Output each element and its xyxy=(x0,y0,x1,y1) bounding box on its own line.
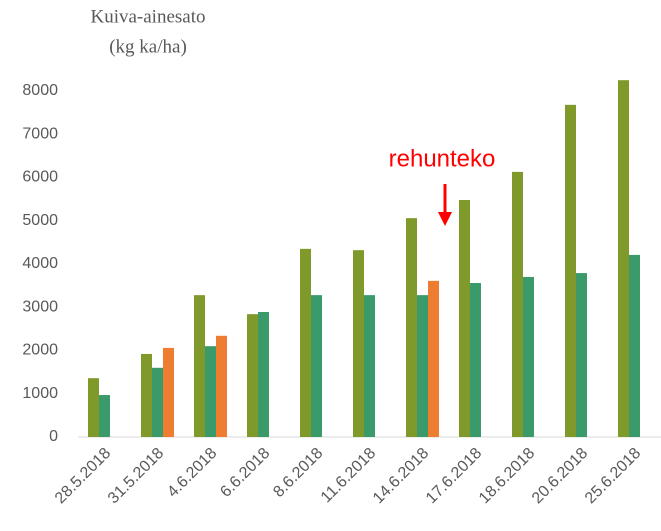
x-tick-label: 14.6.2018 xyxy=(370,445,432,507)
bar xyxy=(99,395,110,437)
y-tick-label: 5000 xyxy=(22,212,58,229)
bar xyxy=(88,378,99,437)
bar xyxy=(300,248,311,437)
bar xyxy=(247,314,258,437)
y-tick-label: 4000 xyxy=(22,255,58,272)
bar xyxy=(523,276,534,437)
annotation-arrowhead xyxy=(438,212,452,226)
x-tick-label: 18.6.2018 xyxy=(476,445,538,507)
x-tick-label: 4.6.2018 xyxy=(164,445,220,501)
bar xyxy=(629,254,640,437)
y-tick-label: 8000 xyxy=(22,82,58,99)
x-tick-label: 31.5.2018 xyxy=(105,445,167,507)
bar xyxy=(576,273,587,437)
y-tick-label: 2000 xyxy=(22,342,58,359)
bar xyxy=(194,295,205,437)
bar xyxy=(565,104,576,437)
bar xyxy=(141,353,152,437)
bar xyxy=(311,295,322,437)
x-tick-label: 6.6.2018 xyxy=(217,445,273,501)
bar xyxy=(216,335,227,437)
bar xyxy=(428,280,439,437)
annotation: rehunteko xyxy=(389,145,496,172)
y-tick-label: 1000 xyxy=(22,385,58,402)
x-tick-label: 28.5.2018 xyxy=(52,445,114,507)
x-tick-label: 11.6.2018 xyxy=(318,445,380,507)
y-axis-title: (kg ka/ha) xyxy=(109,36,187,57)
bar xyxy=(152,367,163,437)
y-tick-label: 3000 xyxy=(22,298,58,315)
x-tick-label: 8.6.2018 xyxy=(270,445,326,501)
bar xyxy=(618,80,629,437)
x-tick-label: 25.6.2018 xyxy=(582,445,644,507)
bar xyxy=(417,295,428,437)
bar xyxy=(512,171,523,437)
bar xyxy=(205,346,216,437)
y-tick-label: 6000 xyxy=(22,169,58,186)
bar xyxy=(163,347,174,437)
bar xyxy=(364,295,375,437)
x-tick-label: 17.6.2018 xyxy=(423,445,485,507)
y-tick-label: 0 xyxy=(49,428,58,445)
bar xyxy=(353,250,364,437)
y-tick-label: 7000 xyxy=(22,125,58,142)
bar xyxy=(459,199,470,437)
y-axis-title: Kuiva-ainesato xyxy=(90,6,205,27)
bar xyxy=(406,218,417,437)
bar xyxy=(258,312,269,437)
x-tick-label: 20.6.2018 xyxy=(529,445,591,507)
bar xyxy=(470,283,481,437)
